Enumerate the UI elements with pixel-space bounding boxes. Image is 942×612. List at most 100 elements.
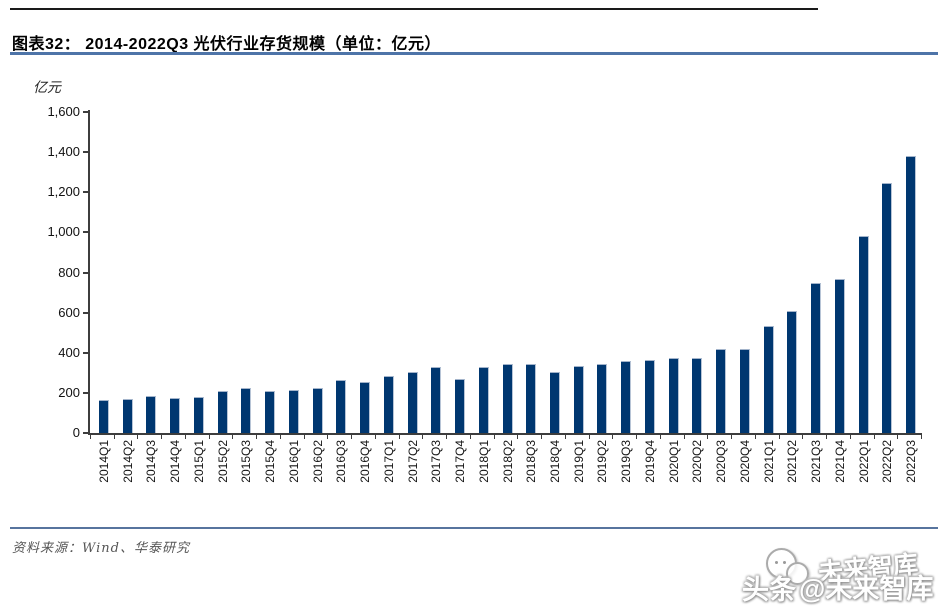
x-axis-label: 2014Q3 bbox=[144, 440, 159, 483]
y-axis-line bbox=[88, 110, 90, 435]
y-axis-tick bbox=[83, 391, 89, 394]
x-axis-tick bbox=[873, 435, 875, 439]
x-axis-label: 2019Q3 bbox=[619, 440, 634, 483]
x-axis-tick bbox=[778, 435, 780, 439]
x-axis-tick bbox=[422, 435, 424, 439]
figure-caption: 图表32： 2014-2022Q3 光伏行业存货规模（单位：亿元） bbox=[12, 36, 442, 53]
x-axis-label: 2018Q4 bbox=[547, 440, 562, 483]
x-axis-label: 2015Q4 bbox=[263, 440, 278, 483]
x-axis-label: 2018Q1 bbox=[476, 440, 491, 483]
bar-2020Q2 bbox=[692, 357, 703, 433]
x-axis-line bbox=[88, 433, 922, 435]
y-axis-label: 1,400 bbox=[47, 144, 80, 160]
y-axis-tick bbox=[83, 151, 89, 154]
x-axis-tick bbox=[802, 435, 804, 439]
x-axis-tick bbox=[826, 435, 828, 439]
x-axis-label: 2017Q1 bbox=[381, 440, 396, 483]
watermark-handle-text: @未来智库 bbox=[799, 574, 934, 604]
y-axis-label: 1,000 bbox=[47, 224, 80, 240]
bar-2019Q4 bbox=[644, 359, 655, 433]
bar-2016Q1 bbox=[288, 390, 299, 433]
bar-2017Q2 bbox=[407, 371, 418, 433]
x-axis-label: 2021Q3 bbox=[809, 440, 824, 483]
x-axis-tick bbox=[374, 435, 376, 439]
y-axis-label: 1,200 bbox=[47, 184, 80, 200]
x-axis-label: 2019Q1 bbox=[571, 440, 586, 483]
bar-2014Q4 bbox=[170, 398, 181, 433]
x-axis-label: 2016Q4 bbox=[358, 440, 373, 483]
x-axis-tick bbox=[351, 435, 353, 439]
x-axis-tick bbox=[659, 435, 661, 439]
bar-2020Q3 bbox=[716, 348, 727, 433]
x-axis-label: 2018Q2 bbox=[500, 440, 515, 483]
x-axis-tick bbox=[256, 435, 258, 439]
bar-2019Q2 bbox=[597, 363, 608, 433]
footer-divider-rule bbox=[10, 527, 938, 529]
bar-2015Q2 bbox=[217, 391, 228, 433]
x-axis-tick bbox=[90, 435, 91, 439]
watermark-doodle-circle-icon bbox=[766, 548, 797, 579]
x-axis-tick bbox=[303, 435, 305, 439]
x-axis-label: 2014Q1 bbox=[96, 440, 111, 483]
x-axis-tick bbox=[897, 435, 899, 439]
bar-2016Q2 bbox=[312, 388, 323, 433]
bar-2018Q1 bbox=[478, 366, 489, 433]
x-axis-label: 2018Q3 bbox=[524, 440, 539, 483]
x-axis-tick bbox=[707, 435, 709, 439]
x-axis-tick bbox=[541, 435, 543, 439]
bar-2020Q1 bbox=[668, 358, 679, 433]
bar-2015Q4 bbox=[265, 390, 276, 433]
x-axis-label: 2015Q3 bbox=[239, 440, 254, 483]
x-axis-tick bbox=[754, 435, 756, 439]
source-note: 资料来源：Wind、华泰研究 bbox=[12, 541, 190, 556]
x-axis-label: 2020Q2 bbox=[690, 440, 705, 483]
x-axis-tick bbox=[113, 435, 115, 439]
x-axis-tick bbox=[279, 435, 281, 439]
y-axis-tick bbox=[83, 191, 89, 194]
x-axis-tick bbox=[161, 435, 163, 439]
bar-2016Q3 bbox=[336, 380, 347, 433]
bar-2017Q4 bbox=[455, 379, 465, 433]
y-axis-tick bbox=[83, 271, 89, 274]
x-axis-tick bbox=[446, 435, 448, 439]
bar-2019Q1 bbox=[573, 365, 584, 433]
bar-2021Q4 bbox=[834, 278, 845, 433]
bar-2021Q1 bbox=[763, 325, 774, 433]
bar-2015Q1 bbox=[193, 396, 204, 433]
x-axis-label: 2016Q3 bbox=[334, 440, 349, 483]
y-axis-tick bbox=[83, 351, 89, 354]
y-axis-tick bbox=[83, 231, 89, 234]
top-divider-rule bbox=[10, 8, 818, 10]
bar-2016Q4 bbox=[360, 382, 371, 433]
x-axis-tick bbox=[849, 435, 851, 439]
y-axis-unit-label: 亿元 bbox=[33, 80, 61, 96]
x-axis-tick bbox=[469, 435, 471, 439]
bar-2018Q2 bbox=[502, 364, 513, 433]
x-axis-tick bbox=[564, 435, 566, 439]
x-axis-tick bbox=[232, 435, 234, 439]
x-axis-label: 2015Q1 bbox=[191, 440, 206, 483]
x-axis-tick bbox=[636, 435, 638, 439]
bar-2017Q3 bbox=[431, 367, 442, 433]
x-axis-label: 2017Q4 bbox=[453, 440, 467, 483]
bar-2014Q3 bbox=[146, 396, 157, 433]
y-axis-label: 400 bbox=[58, 344, 80, 360]
watermark-doodle-circle-small-icon bbox=[786, 562, 809, 585]
x-axis-label: 2022Q2 bbox=[880, 440, 895, 483]
bar-2021Q2 bbox=[787, 311, 798, 433]
x-axis-tick bbox=[184, 435, 186, 439]
y-axis-label: 800 bbox=[58, 264, 80, 280]
bar-2022Q3 bbox=[906, 156, 917, 433]
x-axis-label: 2015Q2 bbox=[215, 440, 230, 483]
x-axis-tick bbox=[327, 435, 329, 439]
caption-underline-rule bbox=[10, 52, 938, 55]
bar-2015Q3 bbox=[241, 388, 252, 433]
x-axis-tick bbox=[493, 435, 495, 439]
x-axis-label: 2017Q3 bbox=[429, 440, 444, 483]
x-axis-tick bbox=[137, 435, 139, 439]
x-axis-tick bbox=[612, 435, 614, 439]
y-axis-label: 0 bbox=[72, 425, 80, 440]
x-axis-tick bbox=[588, 435, 590, 439]
